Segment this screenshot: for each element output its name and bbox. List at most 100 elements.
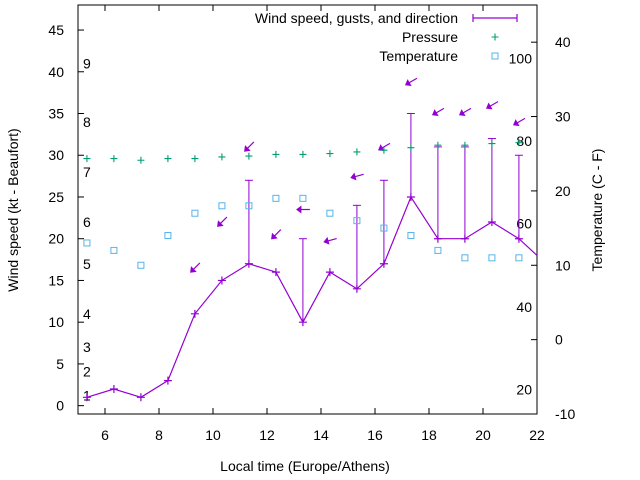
y2-axis-label: Temperature (C - F) (589, 149, 605, 272)
y2-tick-label: 30 (555, 109, 571, 125)
pressure-point (326, 150, 334, 158)
axes: 6 8 10 12 14 16 18 20 22051015202530354045-10010… (48, 4, 575, 443)
temperature-point (434, 246, 442, 254)
beaufort-label: 6 (83, 214, 91, 230)
wind-speed-point (298, 318, 307, 327)
pressure-point (353, 148, 361, 156)
y2-tick-label: -10 (555, 406, 575, 422)
y-tick-label: 10 (48, 314, 64, 330)
wind-speed-point (406, 192, 415, 201)
temperature-point (272, 194, 280, 202)
wind-direction-arrow (217, 216, 228, 227)
wind-direction-arrow (271, 229, 282, 240)
fahrenheit-label: 100 (509, 51, 533, 67)
temperature-point (137, 261, 145, 269)
arrow-head (377, 144, 385, 152)
arrow-head (217, 220, 224, 227)
arrow-head (323, 236, 330, 245)
y-tick-label: 30 (48, 147, 64, 163)
y2-tick-label: 10 (555, 257, 571, 273)
y-tick-label: 40 (48, 64, 64, 80)
wind-speed-point (136, 393, 145, 402)
legend-key-temperature (491, 52, 499, 60)
beaufort-label: 7 (83, 164, 91, 180)
wind-speed-point (460, 234, 469, 243)
beaufort-label: 3 (83, 339, 91, 355)
arrow-head (431, 109, 439, 117)
wind-direction-arrow (458, 107, 472, 117)
y2-tick-label: 0 (555, 332, 563, 348)
y-tick-label: 45 (48, 22, 64, 38)
pressure-point (488, 140, 496, 148)
wind-speed-point (217, 276, 226, 285)
wind-direction-arrow (350, 172, 364, 181)
x-tick-label: 8 (155, 427, 163, 443)
beaufort-label: 4 (83, 306, 91, 322)
pressure-point (83, 155, 91, 163)
legend-label-wind: Wind speed, gusts, and direction (255, 10, 458, 26)
arrow-head (485, 102, 493, 110)
pressure-point (164, 155, 172, 163)
temperature-point (110, 246, 118, 254)
beaufort-label: 2 (83, 363, 91, 379)
wind-speed-point (433, 234, 442, 243)
wind-direction-arrow (485, 101, 499, 110)
pressure-point (299, 150, 307, 158)
legend-key-wind-caps (472, 14, 518, 22)
wind-speed-line (86, 195, 538, 398)
temperature-point (191, 209, 199, 217)
x-axis-label: Local time (Europe/Athens) (220, 458, 390, 474)
arrow-head (404, 79, 412, 87)
legend-label-temperature: Temperature (379, 48, 458, 64)
temperature-point (488, 254, 496, 262)
y-tick-label: 0 (56, 398, 64, 414)
legend-key-pressure (491, 33, 499, 41)
pressure-point (434, 141, 442, 149)
wind-speed-point (109, 384, 118, 393)
beaufort-label: 8 (83, 114, 91, 130)
arrow-head (350, 172, 357, 181)
temperature-point (407, 232, 415, 240)
pressure-point (380, 146, 388, 154)
temperature-point (353, 217, 361, 225)
x-tick-label: 6 (101, 427, 109, 443)
x-tick-label: 22 (529, 427, 545, 443)
arrow-head (271, 232, 278, 240)
wind-speed-point (190, 309, 199, 318)
wind-speed-point (325, 268, 334, 277)
wind-direction-arrow (512, 117, 526, 127)
y-tick-label: 20 (48, 231, 64, 247)
fahrenheit-label: 20 (516, 381, 532, 397)
y2-tick-label: 20 (555, 183, 571, 199)
wind-direction-arrow (190, 262, 201, 273)
pressure-point (461, 141, 469, 149)
wind-speed-point (514, 234, 523, 243)
wind-direction-arrow (323, 236, 337, 245)
temperature-point (245, 202, 253, 210)
wind-direction-arrow (404, 77, 418, 87)
temperature-point (83, 239, 91, 247)
y-tick-label: 15 (48, 272, 64, 288)
temperature-point (299, 194, 307, 202)
pressure-point (407, 144, 415, 152)
beaufort-label: 9 (83, 55, 91, 71)
x-tick-label: 16 (367, 427, 383, 443)
plot-frame (77, 4, 538, 415)
pressure-point (110, 155, 118, 163)
x-tick-label: 10 (205, 427, 221, 443)
wind-speed-point (82, 393, 91, 402)
legend-label-pressure: Pressure (402, 29, 458, 45)
wind-speed-point (352, 284, 361, 293)
pressure-point (191, 155, 199, 163)
pressure-point (272, 150, 280, 158)
y-tick-label: 35 (48, 106, 64, 122)
beaufort-label: 5 (83, 256, 91, 272)
arrow-head (190, 266, 197, 273)
arrow-head (244, 145, 251, 152)
wind-speed-point (379, 259, 388, 268)
wind-speed-point (487, 218, 496, 227)
wind-direction-arrow (431, 107, 445, 117)
fahrenheit-label: 40 (516, 299, 532, 315)
x-tick-label: 20 (475, 427, 491, 443)
